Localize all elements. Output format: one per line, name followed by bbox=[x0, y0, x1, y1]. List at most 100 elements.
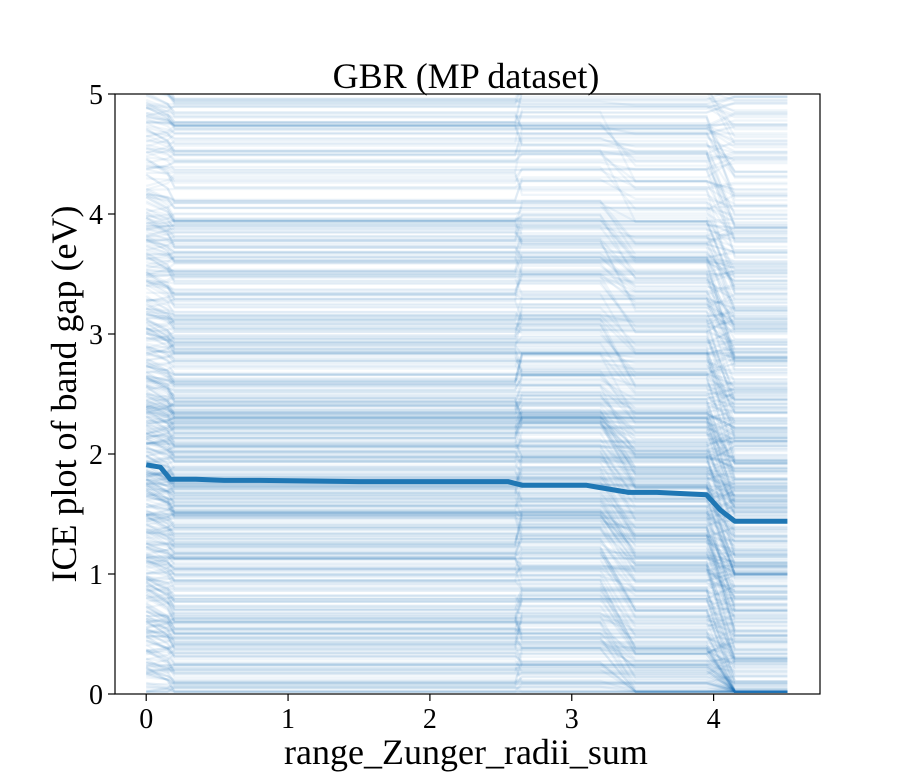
ice-curve bbox=[145, 398, 788, 461]
ice-curve bbox=[145, 557, 788, 592]
ice-curve bbox=[146, 294, 788, 361]
ice-curve bbox=[146, 489, 788, 575]
ice-curve bbox=[145, 386, 788, 490]
ice-curve bbox=[145, 200, 788, 252]
ice-curve bbox=[146, 685, 788, 693]
ice-curve bbox=[145, 98, 788, 179]
ice-curve bbox=[145, 435, 788, 463]
ice-curve bbox=[145, 513, 788, 634]
ice-curve bbox=[145, 94, 788, 146]
ice-curve bbox=[146, 421, 788, 504]
ice-curve bbox=[146, 416, 788, 485]
ice-curve bbox=[146, 513, 788, 645]
ice-curve bbox=[146, 620, 788, 691]
ice-curve bbox=[145, 201, 788, 296]
ice-curve bbox=[145, 488, 788, 531]
ice-curve bbox=[145, 478, 788, 621]
ice-curve bbox=[145, 225, 788, 263]
ice-curve bbox=[145, 490, 788, 642]
ice-curve bbox=[146, 212, 788, 232]
ice-curve bbox=[145, 584, 788, 667]
ice-curve bbox=[145, 383, 788, 409]
ice-curve bbox=[145, 558, 788, 677]
ice-curve bbox=[146, 560, 788, 619]
ice-curve bbox=[145, 400, 788, 422]
ice-curve bbox=[145, 517, 788, 672]
ice-curve bbox=[146, 107, 788, 130]
ice-curve bbox=[146, 538, 788, 583]
ice-curve bbox=[146, 223, 788, 230]
ice-curve bbox=[146, 568, 788, 629]
ice-curve bbox=[146, 472, 788, 633]
ice-curve bbox=[145, 542, 788, 608]
ice-curve bbox=[145, 575, 788, 674]
ice-curve bbox=[146, 584, 788, 655]
ice-curve bbox=[145, 575, 788, 662]
ice-curve bbox=[145, 401, 788, 475]
ice-curve bbox=[146, 128, 788, 149]
ice-curve bbox=[145, 314, 788, 363]
ice-curve bbox=[145, 303, 788, 334]
ice-curve bbox=[145, 361, 788, 392]
ice-curve bbox=[146, 360, 788, 377]
ice-curve bbox=[145, 94, 788, 114]
ice-curve bbox=[146, 251, 788, 283]
ice-curve bbox=[145, 113, 788, 198]
ice-curve bbox=[146, 317, 788, 394]
ice-curve bbox=[145, 584, 788, 639]
ice-curve bbox=[146, 268, 788, 330]
ice-curve bbox=[145, 446, 788, 530]
ice-curve bbox=[146, 111, 788, 202]
ice-curve bbox=[146, 102, 788, 108]
ice-curve bbox=[145, 437, 788, 472]
ice-curve bbox=[146, 584, 788, 600]
ice-curve bbox=[145, 481, 788, 499]
ice-curve bbox=[145, 295, 788, 401]
ice-curve bbox=[146, 642, 788, 693]
ice-curve bbox=[145, 301, 788, 343]
ice-curve bbox=[145, 602, 788, 654]
ice-curve bbox=[146, 105, 788, 126]
ice-curve bbox=[146, 526, 788, 594]
ice-curve bbox=[146, 533, 788, 559]
ice-curve bbox=[145, 270, 788, 310]
ice-curve bbox=[145, 628, 788, 643]
x-tick-label: 2 bbox=[423, 704, 437, 735]
ice-curve bbox=[146, 243, 788, 360]
ice-curve bbox=[145, 410, 788, 472]
ice-curve bbox=[146, 417, 788, 513]
ice-curve bbox=[145, 483, 788, 538]
ice-curve bbox=[146, 177, 788, 191]
ice-curve bbox=[145, 485, 788, 637]
ice-curve bbox=[146, 103, 788, 112]
ice-curve bbox=[145, 395, 788, 430]
ice-curve bbox=[145, 312, 788, 331]
ice-curve bbox=[145, 542, 788, 577]
ice-curve bbox=[145, 478, 788, 575]
ice-curve bbox=[146, 165, 788, 281]
ice-curve bbox=[145, 628, 788, 693]
ice-curve bbox=[146, 272, 788, 352]
ice-curve bbox=[145, 303, 788, 331]
ice-curve bbox=[146, 404, 788, 482]
ice-curve bbox=[146, 619, 788, 683]
ice-curve bbox=[146, 487, 788, 563]
ice-curve bbox=[145, 407, 788, 499]
ice-curve bbox=[145, 643, 788, 659]
ice-curve bbox=[145, 610, 788, 693]
ice-curve bbox=[145, 617, 788, 660]
ice-curve bbox=[145, 442, 788, 497]
ice-curve bbox=[146, 644, 788, 693]
ice-curve bbox=[146, 219, 788, 237]
ice-curve bbox=[145, 350, 788, 368]
ice-curve bbox=[145, 515, 788, 556]
ice-curve bbox=[145, 193, 788, 289]
ice-curve bbox=[145, 616, 788, 663]
ice-curve bbox=[146, 232, 788, 244]
ice-curve bbox=[145, 641, 788, 693]
ice-curve bbox=[145, 495, 788, 524]
ice-curve bbox=[146, 411, 788, 427]
ice-curve bbox=[145, 208, 788, 312]
ice-curve bbox=[145, 577, 788, 607]
ice-curve bbox=[146, 349, 788, 363]
